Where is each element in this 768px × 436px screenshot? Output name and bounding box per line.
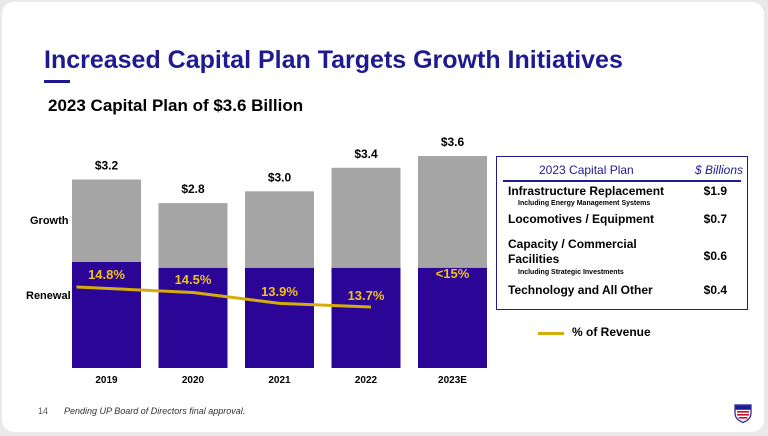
chart-subtitle: 2023 Capital Plan of $3.6 Billion <box>48 96 304 115</box>
total-label-2021: $3.0 <box>268 170 292 184</box>
slide: Increased Capital Plan Targets Growth In… <box>2 2 764 432</box>
row-infrastructure-value: $1.9 <box>703 184 727 198</box>
total-label-2019: $3.2 <box>95 159 119 173</box>
bar-renewal-2021 <box>245 267 314 368</box>
page-title: Increased Capital Plan Targets Growth In… <box>44 46 623 74</box>
row-infrastructure-label: Infrastructure Replacement <box>508 184 665 198</box>
percent-label-2021: 13.9% <box>261 284 298 299</box>
bar-growth-2020 <box>158 203 228 268</box>
bar-growth-2021 <box>245 191 314 268</box>
capital-plan-table: 2023 Capital Plan $ Billions Infrastruct… <box>496 156 748 310</box>
capital-plan-bar-chart: $3.2 2019 $2.8 2020 $3.0 2021 $3.4 2022 $3.6 2023… <box>72 135 487 386</box>
x-tick-2019: 2019 <box>95 375 118 386</box>
bar-growth-2022 <box>331 167 401 268</box>
x-tick-2020: 2020 <box>182 375 205 386</box>
row-capacity-value: $0.6 <box>703 249 727 263</box>
page-number: 14 <box>38 406 49 416</box>
row-technology-label: Technology and All Other <box>508 283 653 297</box>
bar-renewal-2023E <box>418 267 487 368</box>
revenue-percent-line <box>76 285 372 309</box>
legend-revenue-swatch <box>538 332 564 335</box>
row-capacity-label: Capacity / Commercial Facilities <box>508 237 637 266</box>
table-header-divider <box>503 180 741 182</box>
row-infrastructure-note: Including Energy Management Systems <box>518 200 651 207</box>
bar-renewal-2022 <box>331 267 401 368</box>
x-tick-2022: 2022 <box>355 375 378 386</box>
total-label-2022: $3.4 <box>354 147 378 161</box>
percent-label-2023E: <15% <box>436 266 470 281</box>
bar-growth-2019 <box>72 179 141 262</box>
x-tick-2021: 2021 <box>268 375 291 386</box>
x-tick-2023E: 2023E <box>438 375 467 386</box>
footnote: Pending UP Board of Directors final appr… <box>64 406 246 416</box>
bar-growth-2023E <box>418 156 487 268</box>
table-header-plan: 2023 Capital Plan <box>539 163 634 177</box>
percent-label-2022: 13.7% <box>348 288 385 303</box>
row-locomotives-value: $0.7 <box>703 212 727 226</box>
table-header-billions: $ Billions <box>694 163 743 177</box>
row-technology-value: $0.4 <box>703 283 727 297</box>
percent-label-2020: 14.5% <box>175 272 212 287</box>
union-pacific-shield-icon <box>734 404 752 423</box>
row-locomotives-label: Locomotives / Equipment <box>508 212 655 226</box>
growth-label: Growth <box>30 215 69 227</box>
total-label-2020: $2.8 <box>181 182 205 196</box>
row-capacity-note: Including Strategic Investments <box>518 269 624 276</box>
legend-revenue-label: % of Revenue <box>572 325 651 339</box>
title-underline <box>44 80 70 83</box>
bar-renewal-2020 <box>158 267 228 368</box>
total-label-2023E: $3.6 <box>441 135 465 149</box>
bar-renewal-2019 <box>72 262 141 368</box>
percent-label-2019: 14.8% <box>88 267 125 282</box>
renewal-label: Renewal <box>26 290 71 302</box>
